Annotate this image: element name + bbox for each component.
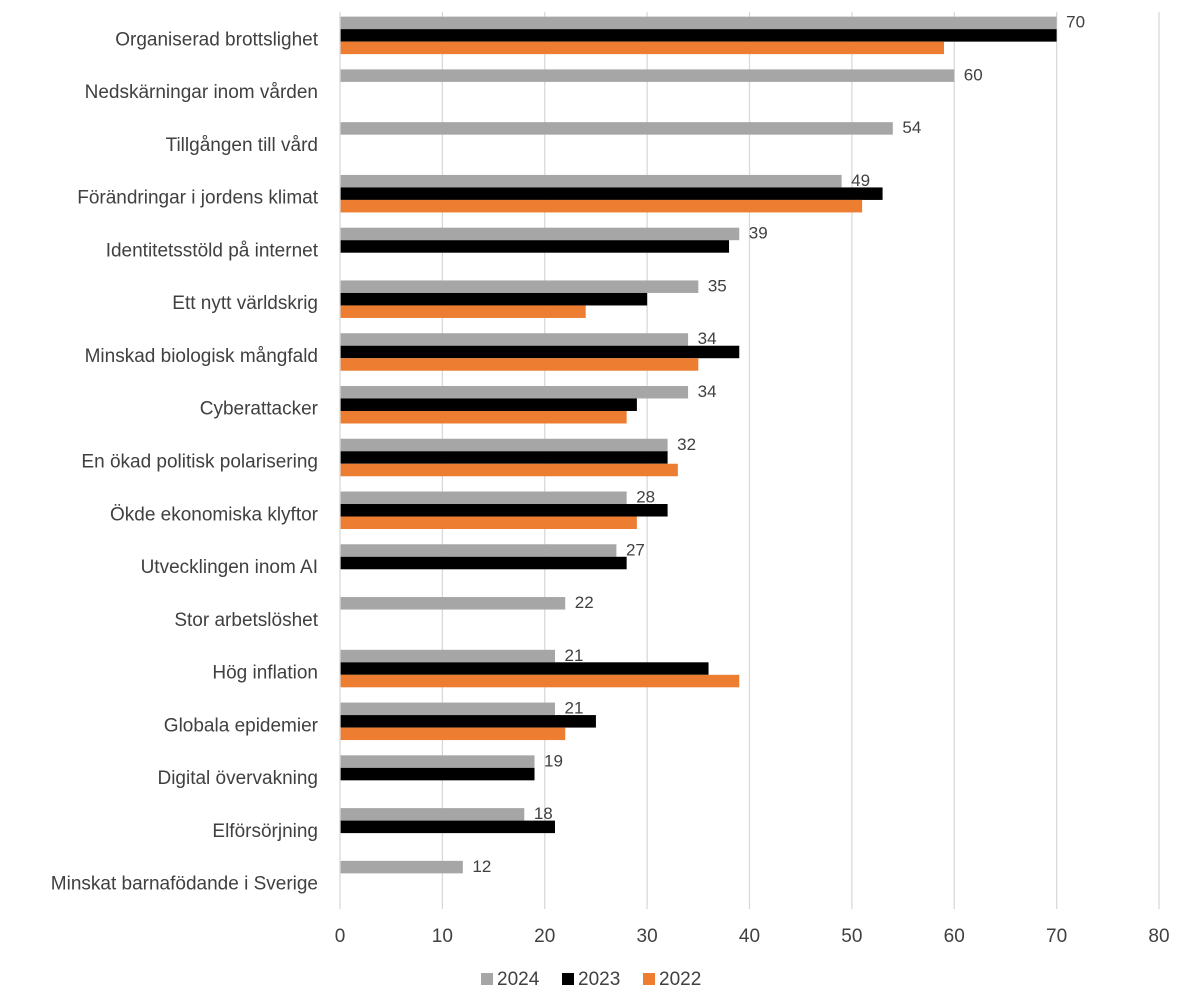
bar-2024 <box>340 438 668 452</box>
data-label: 19 <box>544 751 563 770</box>
data-label: 49 <box>851 171 870 190</box>
bar-2024 <box>340 174 842 188</box>
bar-2024 <box>340 227 740 241</box>
bar-2022 <box>340 199 863 213</box>
bar-2024 <box>340 597 566 610</box>
legend-swatch-2022 <box>643 973 655 985</box>
bar-2023 <box>340 187 883 200</box>
bar-2024 <box>340 544 617 557</box>
category-label: Minskat barnafödande i Sverige <box>51 874 318 895</box>
data-label: 21 <box>565 646 584 665</box>
data-label: 60 <box>964 65 983 84</box>
category-label: Identitetsstöld på internet <box>106 240 319 261</box>
data-label: 34 <box>698 382 717 401</box>
bar-2023 <box>340 398 637 411</box>
bars <box>340 16 1057 874</box>
category-label: Nedskärningar inom vården <box>85 82 318 103</box>
bar-2024 <box>340 69 955 82</box>
legend-label: 2024 <box>497 969 540 990</box>
category-label: Organiserad brottslighet <box>115 29 318 50</box>
bar-2024 <box>340 333 689 346</box>
bar-2024 <box>340 649 555 663</box>
x-tick-label: 30 <box>637 926 658 947</box>
category-labels: Organiserad brottslighet Nedskärningar in… <box>51 29 319 894</box>
data-label: 70 <box>1066 13 1085 32</box>
data-label: 18 <box>534 804 553 823</box>
x-tick-labels: 0 10 20 30 40 50 60 70 80 <box>335 926 1170 947</box>
bar-2023 <box>340 715 596 728</box>
category-label: Elförsörjning <box>212 821 318 842</box>
category-label: Tillgången till vård <box>166 135 318 156</box>
bar-2024 <box>340 755 535 768</box>
bar-2023 <box>340 292 648 306</box>
x-tick-label: 10 <box>432 926 453 947</box>
bar-2023 <box>340 662 709 675</box>
bar-2022 <box>340 358 699 371</box>
legend: 2024 2023 2022 <box>481 969 701 990</box>
bar-2023 <box>340 345 740 359</box>
bar-2024 <box>340 702 555 716</box>
data-labels: 70 60 54 49 39 35 34 34 32 28 27 22 21 21 19 18 12 <box>472 13 1085 876</box>
category-label: Stor arbetslöshet <box>174 610 318 631</box>
category-label: Hög inflation <box>212 663 318 684</box>
data-label: 34 <box>698 329 717 348</box>
bar-2022 <box>340 516 637 530</box>
data-label: 12 <box>472 857 491 876</box>
bar-2024 <box>340 860 463 874</box>
legend-swatch-2024 <box>481 973 493 985</box>
bar-2022 <box>340 410 627 424</box>
category-label: Ökde ekonomiska klyftor <box>110 504 319 525</box>
data-label: 27 <box>626 540 645 559</box>
category-label: Globala epidemier <box>164 715 319 736</box>
bar-2023 <box>340 29 1057 42</box>
category-label: Utvecklingen inom AI <box>141 557 318 578</box>
data-label: 39 <box>749 224 768 243</box>
bar-2022 <box>340 41 945 55</box>
bar-2024 <box>340 808 525 821</box>
bar-2022 <box>340 463 678 477</box>
x-tick-label: 50 <box>841 926 862 947</box>
x-tick-label: 40 <box>739 926 760 947</box>
legend-label: 2022 <box>659 969 701 990</box>
legend-swatch-2023 <box>562 973 574 985</box>
data-label: 21 <box>565 699 584 718</box>
bar-2024 <box>340 16 1057 30</box>
data-label: 32 <box>677 435 696 454</box>
category-label: En ökad politisk polarisering <box>81 452 318 473</box>
category-label: Minskad biologisk mångfald <box>85 346 318 367</box>
bar-2022 <box>340 305 586 318</box>
bar-2024 <box>340 122 893 135</box>
data-label: 35 <box>708 276 727 295</box>
bar-2023 <box>340 820 555 834</box>
category-label: Förändringar i jordens klimat <box>77 188 318 209</box>
category-label: Cyberattacker <box>200 399 319 420</box>
data-label: 28 <box>636 488 655 507</box>
category-label: Ett nytt världskrig <box>172 293 318 314</box>
x-tick-label: 70 <box>1046 926 1067 947</box>
bar-2024 <box>340 280 699 293</box>
bar-2024 <box>340 385 689 399</box>
bar-2023 <box>340 556 627 570</box>
x-tick-label: 80 <box>1148 926 1169 947</box>
bar-2023 <box>340 240 730 253</box>
x-tick-label: 60 <box>944 926 965 947</box>
category-label: Digital övervakning <box>157 768 318 789</box>
bar-2023 <box>340 451 668 464</box>
bar-2024 <box>340 491 627 505</box>
legend-label: 2023 <box>578 969 620 990</box>
x-tick-label: 0 <box>335 926 346 947</box>
data-label: 22 <box>575 593 594 612</box>
bar-2023 <box>340 504 668 517</box>
data-label: 54 <box>902 118 921 137</box>
x-tick-label: 20 <box>534 926 555 947</box>
bar-2022 <box>340 727 566 741</box>
bar-2022 <box>340 674 740 688</box>
bar-2023 <box>340 767 535 781</box>
